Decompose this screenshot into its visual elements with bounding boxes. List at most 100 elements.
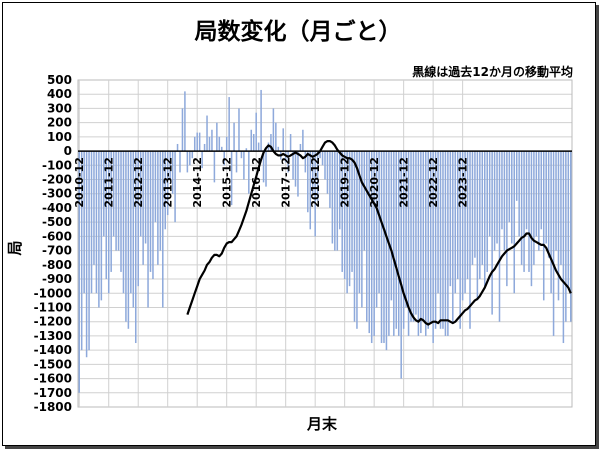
bar xyxy=(248,151,250,194)
y-tick-label: 300 xyxy=(47,101,72,115)
bar xyxy=(221,146,223,152)
moving-average-series xyxy=(186,140,572,326)
bar xyxy=(385,151,388,351)
bar xyxy=(400,151,402,379)
bar xyxy=(329,151,331,208)
bar xyxy=(363,151,366,251)
bar xyxy=(366,151,368,322)
bar xyxy=(159,151,162,251)
y-tick-label: -200 xyxy=(42,173,72,187)
y-tick-label: -100 xyxy=(42,158,72,172)
bar xyxy=(302,129,304,152)
bar xyxy=(105,151,108,280)
x-tick-labels: 2010-12 2011-12 2012-12 2013-12 2014-12 2015-… xyxy=(73,157,469,208)
bar xyxy=(260,89,262,152)
bar xyxy=(567,151,570,287)
y-axis-label: 局 xyxy=(6,240,24,256)
bar xyxy=(498,151,501,322)
chart-title: 局数変化（月ごと） xyxy=(195,18,402,45)
bar xyxy=(235,151,238,173)
bar xyxy=(292,151,294,180)
bar xyxy=(520,151,523,265)
bar xyxy=(412,151,415,322)
bar xyxy=(402,151,405,329)
bar xyxy=(565,151,567,322)
bar xyxy=(542,151,545,301)
bar xyxy=(488,151,491,237)
bar xyxy=(405,151,407,308)
bar xyxy=(547,151,550,258)
bar xyxy=(375,151,378,308)
x-tick-label: 2015-12 xyxy=(221,157,234,208)
bar xyxy=(208,136,211,152)
bar xyxy=(166,151,169,216)
bar xyxy=(447,151,449,336)
bar xyxy=(518,151,520,237)
bar xyxy=(196,132,198,152)
y-tick-label: -400 xyxy=(42,201,72,215)
bar xyxy=(545,151,547,244)
bar xyxy=(110,151,112,272)
bar xyxy=(142,151,144,265)
bar xyxy=(570,151,572,322)
bar xyxy=(452,151,454,322)
x-tick-label: 2012-12 xyxy=(132,157,145,208)
bar xyxy=(461,151,464,301)
bar xyxy=(98,151,100,308)
bar xyxy=(191,151,194,159)
bar xyxy=(324,151,326,180)
bar xyxy=(454,151,457,294)
y-tick-label: -1700 xyxy=(34,386,72,400)
bar xyxy=(439,151,442,329)
bar xyxy=(157,151,159,265)
bar xyxy=(343,151,346,280)
bar xyxy=(314,151,316,237)
bar xyxy=(216,122,218,152)
y-tick-label: -1200 xyxy=(34,315,72,329)
bar xyxy=(427,151,429,329)
bar xyxy=(218,136,221,152)
bar xyxy=(127,151,130,329)
bar xyxy=(506,151,508,287)
bar xyxy=(415,151,417,315)
bar xyxy=(464,151,466,294)
bar xyxy=(309,151,312,230)
y-tick-label: -700 xyxy=(42,244,72,258)
bar xyxy=(368,151,371,334)
bar xyxy=(243,151,245,180)
bar xyxy=(417,151,420,336)
bar xyxy=(186,151,189,173)
bar xyxy=(442,151,444,329)
bar xyxy=(383,151,385,344)
bar xyxy=(238,108,240,152)
bar xyxy=(230,151,233,206)
bar xyxy=(85,151,88,358)
bar xyxy=(370,151,373,344)
bar xyxy=(331,151,334,244)
bar xyxy=(515,151,518,201)
bar xyxy=(250,129,253,152)
bar xyxy=(361,151,363,308)
bar xyxy=(434,151,437,329)
bar xyxy=(535,151,538,237)
bar xyxy=(139,151,142,237)
bar xyxy=(471,151,474,265)
bar xyxy=(78,151,80,393)
bar xyxy=(80,151,83,351)
bar xyxy=(351,151,353,272)
bar xyxy=(479,151,481,280)
bar xyxy=(245,148,248,152)
bar xyxy=(120,151,122,272)
bar xyxy=(181,108,184,152)
bar xyxy=(257,142,260,152)
bar xyxy=(530,151,533,287)
bar xyxy=(103,151,105,237)
bar xyxy=(425,151,427,336)
bar xyxy=(316,151,319,201)
bar xyxy=(90,151,93,294)
bar xyxy=(125,151,127,322)
x-tick-label: 2021-12 xyxy=(398,157,411,208)
x-tick-label: 2010-12 xyxy=(73,157,86,208)
x-tick-label: 2016-12 xyxy=(250,157,263,208)
x-axis-label: 月末 xyxy=(306,415,338,433)
